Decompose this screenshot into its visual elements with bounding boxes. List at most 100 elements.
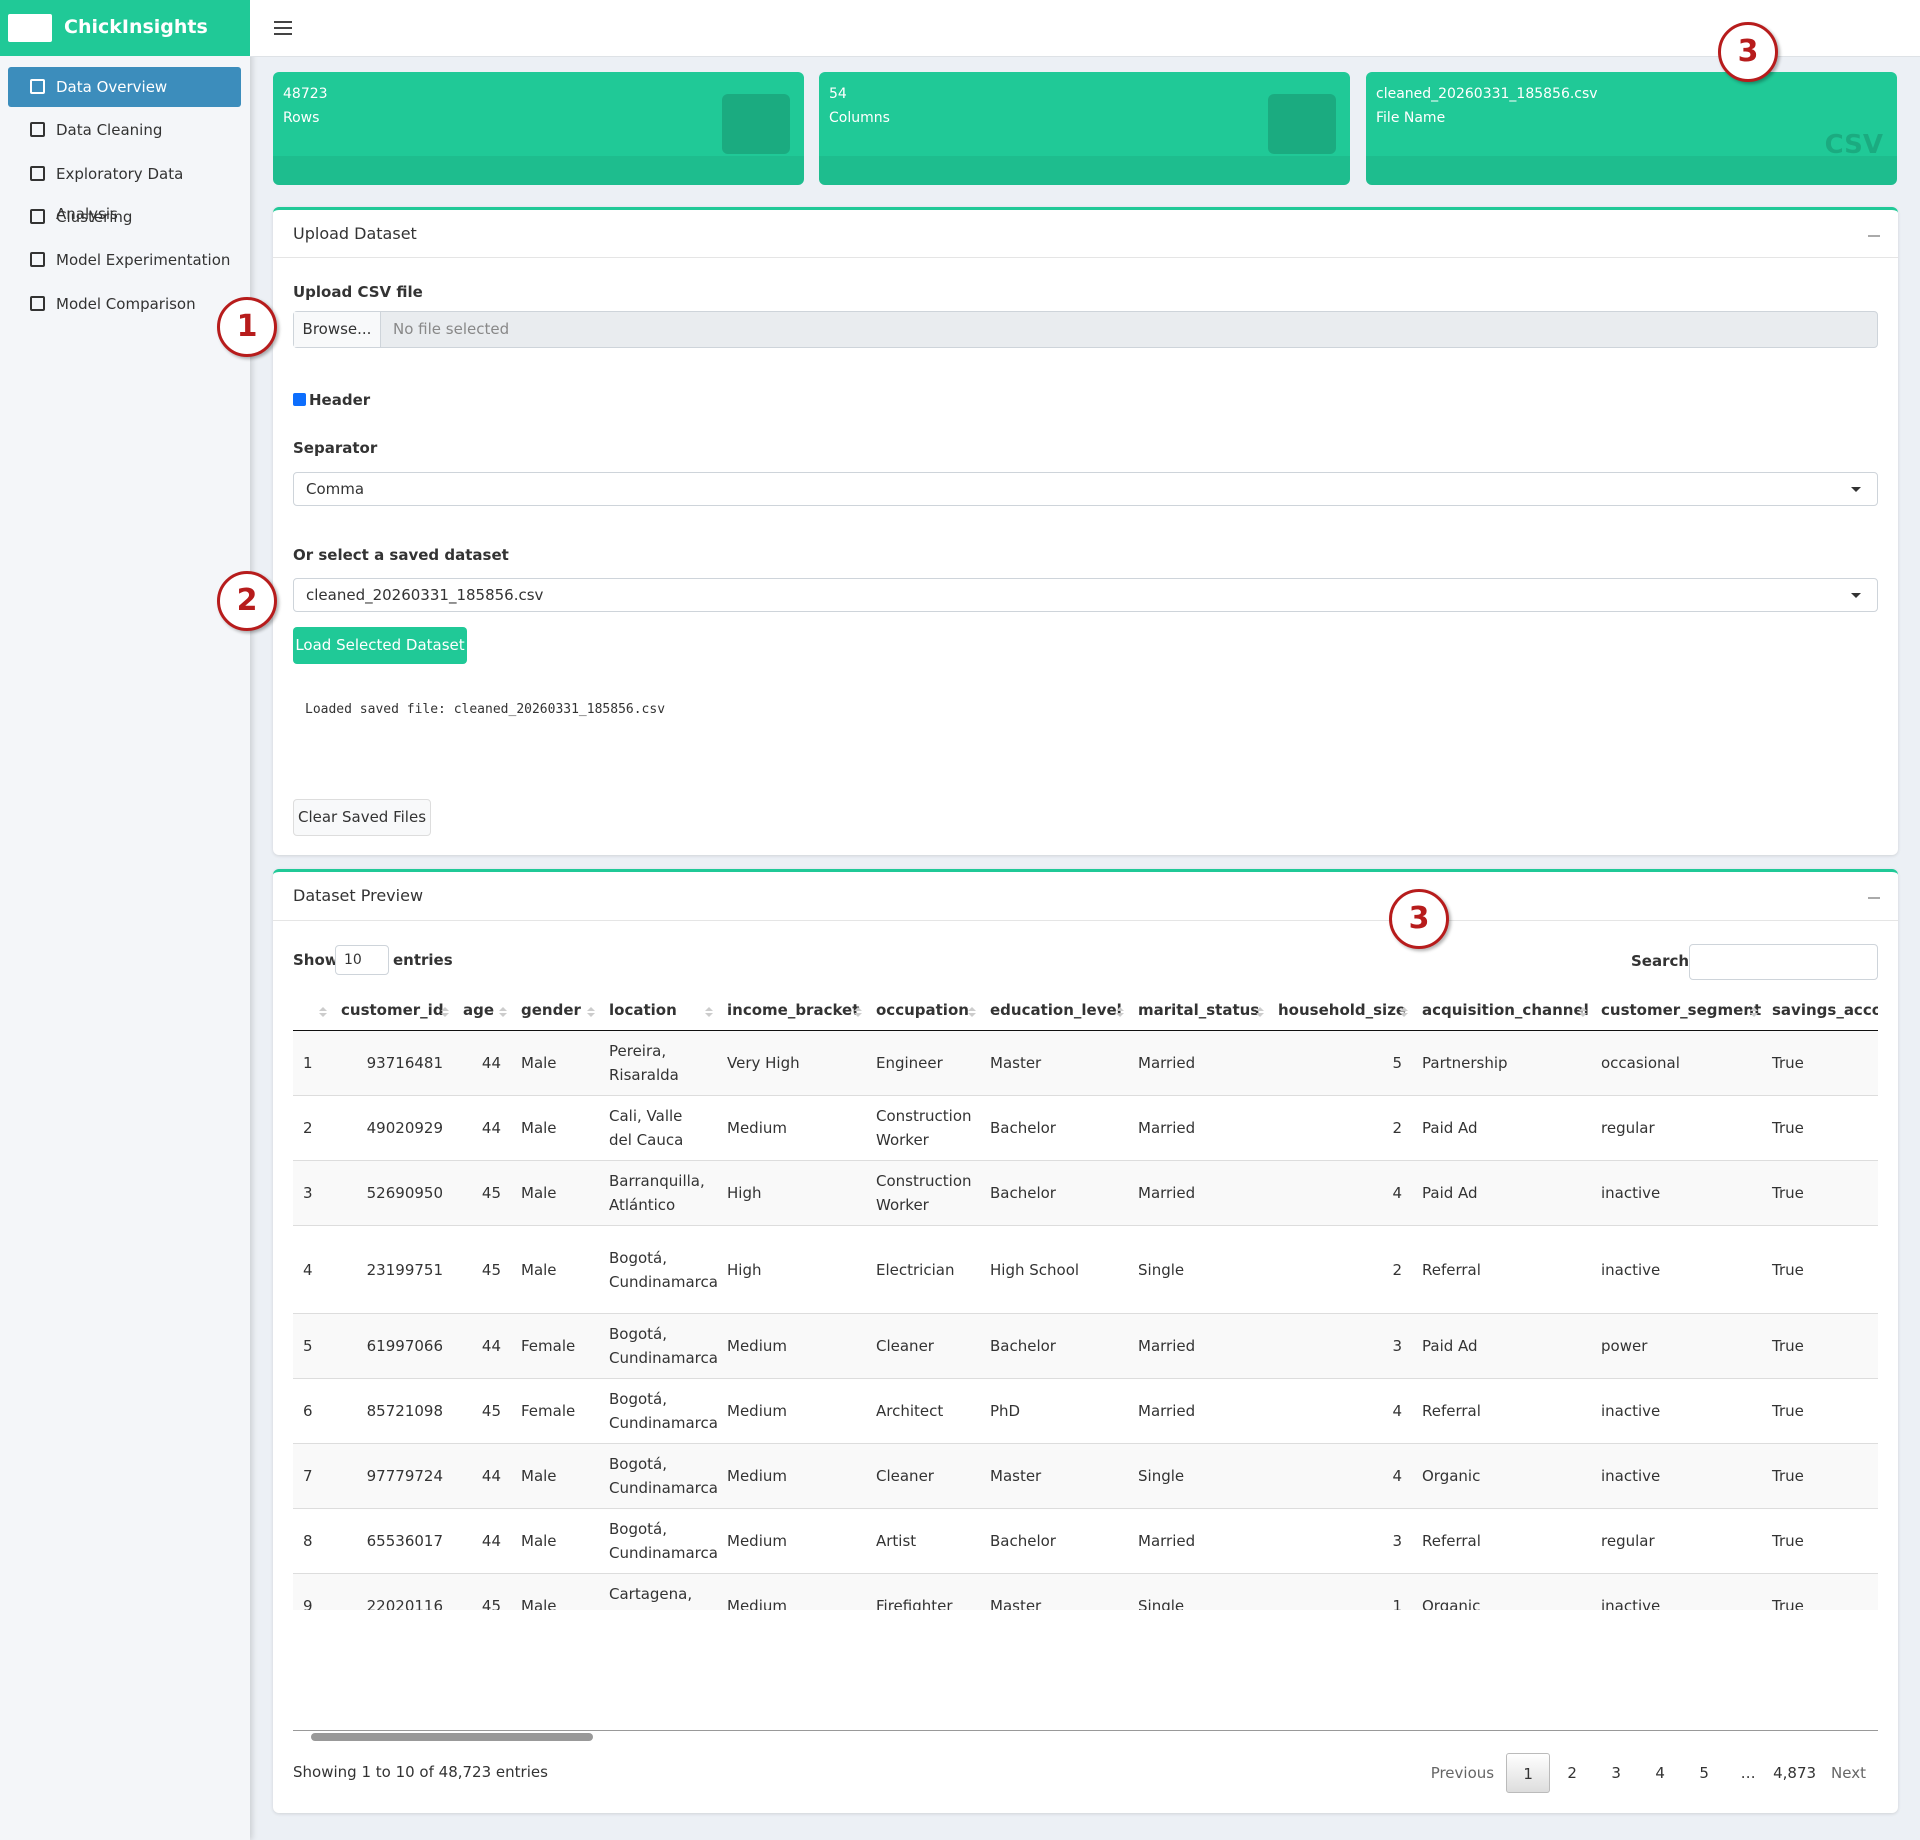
page-button[interactable]: Previous: [1430, 1764, 1495, 1782]
nav-item[interactable]: Clustering: [8, 197, 241, 237]
table-cell: Referral: [1412, 1225, 1591, 1314]
table-cell: Medium: [717, 1095, 866, 1161]
column-header[interactable]: savings_accour: [1762, 990, 1878, 1031]
clear-button[interactable]: Clear Saved Files: [293, 799, 431, 836]
annotation-marker: 1: [217, 297, 277, 357]
table-cell: 6: [293, 1378, 331, 1444]
file-input[interactable]: Browse... No file selected: [293, 311, 1878, 348]
table-cell: Married: [1128, 1313, 1268, 1379]
page-button[interactable]: 2: [1567, 1764, 1577, 1782]
table-cell: inactive: [1591, 1160, 1762, 1226]
table-cell: Artist: [866, 1508, 980, 1574]
nav-icon: [30, 166, 45, 181]
table-cell: Female: [511, 1378, 599, 1444]
collapse-button[interactable]: [1868, 897, 1880, 899]
table-cell: Cleaner: [866, 1443, 980, 1509]
table-cell: inactive: [1591, 1443, 1762, 1509]
page-button[interactable]: 1: [1506, 1753, 1551, 1793]
brand[interactable]: ChickInsights: [0, 0, 250, 56]
table-row: 7 97779724 44 Male Bogotá, Cundinamarca Mediu…: [293, 1443, 1878, 1509]
separator-select[interactable]: Comma: [293, 472, 1878, 506]
table-cell: Referral: [1412, 1508, 1591, 1574]
length-label: Show: [293, 951, 339, 969]
table-row: 8 65536017 44 Male Bogotá, Cundinamarca Mediu…: [293, 1508, 1878, 1574]
table-cell: Medium: [717, 1443, 866, 1509]
table-cell: 7: [293, 1443, 331, 1509]
table-cell: 65536017: [331, 1508, 453, 1574]
box-label: Columns: [829, 110, 890, 126]
column-header[interactable]: location: [599, 990, 717, 1031]
nav-item[interactable]: Data Overview: [8, 67, 241, 107]
table-cell: High: [717, 1160, 866, 1226]
browse-button[interactable]: Browse...: [294, 312, 381, 347]
table-cell: 85721098: [331, 1378, 453, 1444]
nav-item[interactable]: Data Cleaning: [8, 110, 241, 150]
page-button[interactable]: 4,873: [1773, 1764, 1817, 1782]
table-cell: 61997066: [331, 1313, 453, 1379]
table-cell: Bogotá, Cundinamarca: [599, 1225, 718, 1314]
column-header[interactable]: age: [453, 990, 511, 1031]
table-cell: 44: [453, 1443, 511, 1509]
divider: [273, 257, 1898, 258]
table-cell: Engineer: [866, 1030, 980, 1096]
nav-item[interactable]: Model Comparison: [8, 284, 241, 324]
table-cell: True: [1762, 1160, 1878, 1226]
table-cell: Single: [1128, 1225, 1268, 1314]
length-select[interactable]: 10: [335, 945, 389, 975]
load-button[interactable]: Load Selected Dataset: [293, 627, 467, 664]
box-icon: CSV: [1815, 94, 1883, 160]
table-head: customer_id age gender location income_brack…: [293, 990, 1878, 1031]
scroll-thumb[interactable]: [311, 1733, 593, 1741]
table-cell: 4: [1268, 1378, 1412, 1444]
page-button[interactable]: 5: [1699, 1764, 1709, 1782]
table-cell: Male: [511, 1160, 599, 1226]
value-box: 54 Columns: [819, 72, 1350, 185]
column-header[interactable]: income_bracket: [717, 990, 866, 1031]
menu-toggle[interactable]: [274, 20, 292, 36]
table-cell: 8: [293, 1508, 331, 1574]
page-button[interactable]: 3: [1611, 1764, 1621, 1782]
table-cell: 5: [1268, 1030, 1412, 1096]
table-cell: Master: [980, 1443, 1128, 1509]
table-cell: Organic: [1412, 1443, 1591, 1509]
nav-item[interactable]: Model Experimentation: [8, 240, 241, 280]
column-header[interactable]: gender: [511, 990, 599, 1031]
column-header[interactable]: acquisition_channel: [1412, 990, 1591, 1031]
column-header[interactable]: marital_status: [1128, 990, 1268, 1031]
page-button[interactable]: Next: [1831, 1764, 1866, 1782]
table-cell: 4: [1268, 1443, 1412, 1509]
page-button[interactable]: …: [1740, 1764, 1756, 1782]
nav-item[interactable]: Exploratory Data Analysis: [8, 154, 241, 223]
divider: [273, 920, 1898, 921]
table-cell: 93716481: [331, 1030, 453, 1096]
column-header[interactable]: customer_segment: [1591, 990, 1762, 1031]
table-cell: 44: [453, 1030, 511, 1096]
nav-label: Exploratory Data Analysis: [56, 165, 184, 223]
table-row: 3 52690950 45 Male Barranquilla, Atlántico Hi…: [293, 1160, 1878, 1226]
page-button[interactable]: 4: [1655, 1764, 1665, 1782]
table-cell: Male: [511, 1443, 599, 1509]
table-cell: True: [1762, 1508, 1878, 1574]
table-cell: 44: [453, 1095, 511, 1161]
column-header[interactable]: occupation: [866, 990, 980, 1031]
column-header[interactable]: education_level: [980, 990, 1128, 1031]
collapse-button[interactable]: [1868, 235, 1880, 237]
column-header[interactable]: customer_id: [331, 990, 453, 1031]
table-cell: Paid Ad: [1412, 1313, 1591, 1379]
table-cell: High: [717, 1225, 866, 1314]
table-row: 2 49020929 44 Male Cali, Valle del Cauca Medi…: [293, 1095, 1878, 1161]
search-input[interactable]: [1689, 944, 1878, 980]
app-name: ChickInsights: [64, 16, 208, 38]
annotation-marker: 3: [1718, 22, 1778, 82]
table-cell: 45: [453, 1225, 511, 1314]
table-cell: regular: [1591, 1508, 1762, 1574]
table-cell: 2: [1268, 1225, 1412, 1314]
box-icon-label: CSV: [1824, 130, 1883, 160]
column-header[interactable]: household_size: [1268, 990, 1412, 1031]
table-cell: Bachelor: [980, 1313, 1128, 1379]
table-cell: 45: [453, 1160, 511, 1226]
saved-dataset-select[interactable]: cleaned_20260331_185856.csv: [293, 578, 1878, 612]
upload-panel: Upload Dataset Upload CSV file Browse...…: [273, 207, 1898, 855]
header-checkbox[interactable]: [293, 393, 306, 406]
table-cell: Bogotá, Cundinamarca: [599, 1443, 718, 1509]
